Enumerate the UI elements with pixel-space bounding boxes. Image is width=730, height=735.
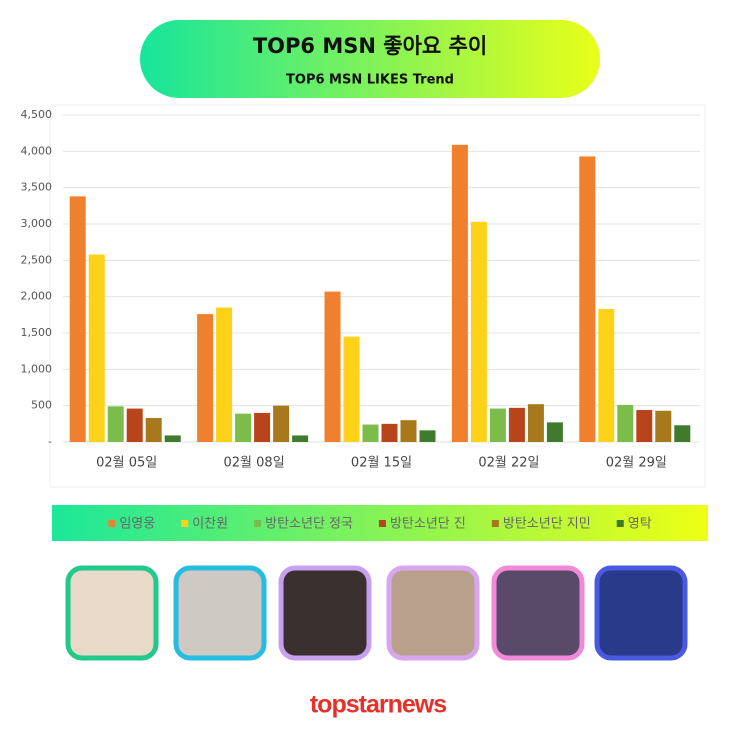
bar [508,407,525,442]
legend-label: 영탁 [628,517,652,532]
y-tick-label: 3,500 [21,181,53,194]
bar [655,410,672,442]
legend-label: 방탄소년단 지민 [503,517,591,532]
bar [292,435,309,442]
photos [65,565,688,661]
bar [674,425,691,442]
bar [197,314,214,442]
y-tick-label: 1,000 [21,362,53,375]
bar [636,410,653,442]
legend-label: 임영웅 [119,517,155,532]
plot-frame [49,104,706,488]
bar [107,406,124,442]
bar [69,196,86,442]
legend-label: 방탄소년단 정국 [265,517,353,532]
x-tick-label: 02월 05일 [96,456,157,471]
bar [235,413,252,442]
y-tick-label: 500 [31,399,52,412]
bar [598,309,615,442]
y-tick-label: 2,000 [21,290,53,303]
legend-swatch [108,520,116,527]
bar [381,423,398,442]
legend-swatch [181,520,189,527]
bar [343,336,360,442]
legend-swatch [254,520,262,527]
photo [594,565,688,661]
bar [126,408,143,442]
y-tick-label: 1,500 [21,326,53,339]
bar [216,307,233,442]
bar [419,430,436,442]
x-tick-label: 02월 15일 [351,456,412,471]
bar [145,418,162,442]
footer-logo: topstarnews [310,691,446,719]
bar [617,404,634,442]
bar [88,254,105,442]
bar [324,291,341,442]
y-tick-label: 2,500 [21,253,53,266]
bar [451,144,468,442]
bar [254,412,271,442]
y-tick-label: 4,500 [21,108,53,121]
y-tick-label: 4,000 [21,144,53,157]
y-tick-label: 3,000 [21,217,53,230]
bar [546,422,563,442]
bar [489,408,506,442]
legend-label: 이찬원 [192,517,228,532]
legend-swatch [378,520,386,527]
photo [278,565,372,661]
title-pill [140,20,600,98]
x-tick-label: 02월 29일 [606,456,667,471]
bar [362,424,379,442]
x-tick-label: 02월 22일 [478,456,539,471]
chart-title: TOP6 MSN 좋아요 추이 [253,34,487,58]
legend-swatch [616,520,624,527]
x-tick-label: 02월 08일 [224,456,285,471]
legend-swatch [491,520,499,527]
chart-subtitle: TOP6 MSN LIKES Trend [286,73,454,88]
photo [386,565,480,661]
bar [527,404,544,442]
bar [470,221,487,442]
bar [164,435,181,442]
bar [579,156,596,443]
legend-label: 방탄소년단 진 [390,517,466,532]
y-tick-label: - [48,435,52,448]
photo [491,565,585,661]
bar [400,420,417,442]
photo [65,565,159,661]
bar [273,405,290,442]
photo [173,565,267,661]
